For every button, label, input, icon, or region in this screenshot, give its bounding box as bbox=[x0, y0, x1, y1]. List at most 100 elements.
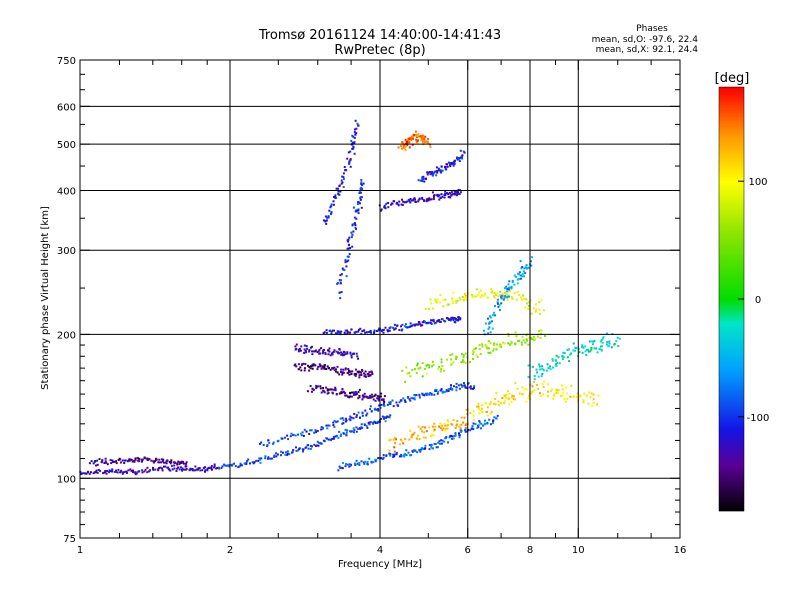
data-point bbox=[607, 345, 610, 347]
data-point bbox=[299, 349, 302, 352]
data-point bbox=[493, 296, 496, 299]
data-point bbox=[462, 150, 465, 153]
data-point bbox=[446, 419, 449, 422]
data-point bbox=[455, 358, 458, 361]
data-point bbox=[397, 146, 400, 149]
data-point bbox=[537, 375, 540, 378]
data-point bbox=[432, 307, 435, 310]
data-point bbox=[316, 351, 319, 354]
data-point bbox=[428, 198, 431, 201]
data-point bbox=[178, 463, 181, 466]
data-point bbox=[379, 406, 382, 409]
data-point bbox=[138, 457, 141, 460]
data-point bbox=[462, 354, 465, 357]
y-tick-label: 100 bbox=[57, 474, 76, 485]
data-point bbox=[547, 394, 550, 397]
data-point bbox=[358, 396, 361, 399]
data-point bbox=[157, 461, 160, 464]
data-point bbox=[519, 296, 522, 299]
data-point bbox=[541, 365, 544, 368]
data-point bbox=[342, 178, 345, 180]
data-point bbox=[452, 291, 455, 294]
data-point bbox=[492, 313, 495, 316]
data-point bbox=[320, 428, 323, 431]
data-point bbox=[484, 292, 487, 295]
data-point bbox=[420, 135, 423, 137]
data-point bbox=[474, 423, 477, 426]
data-point bbox=[385, 203, 387, 206]
data-point bbox=[329, 206, 332, 209]
data-point bbox=[393, 455, 396, 458]
colorbar-band bbox=[719, 461, 744, 464]
data-point bbox=[347, 259, 350, 262]
data-point bbox=[323, 366, 326, 369]
data-point bbox=[539, 368, 542, 371]
data-point bbox=[353, 331, 356, 334]
data-point bbox=[462, 356, 465, 359]
data-point bbox=[445, 389, 448, 392]
data-point bbox=[461, 154, 464, 157]
data-point bbox=[427, 138, 430, 140]
data-point bbox=[384, 420, 387, 423]
data-point bbox=[366, 426, 369, 429]
data-point bbox=[387, 202, 390, 204]
data-point bbox=[418, 438, 421, 441]
data-point bbox=[245, 463, 248, 466]
data-point bbox=[434, 321, 437, 324]
data-point bbox=[355, 391, 358, 394]
data-point bbox=[182, 462, 185, 465]
colorbar-band bbox=[719, 169, 744, 172]
data-point bbox=[529, 260, 532, 263]
data-point bbox=[410, 434, 413, 436]
data-point bbox=[554, 363, 557, 366]
data-point bbox=[435, 390, 438, 392]
data-point bbox=[534, 303, 537, 306]
data-point bbox=[361, 188, 364, 191]
data-point bbox=[455, 317, 457, 320]
data-point bbox=[452, 419, 455, 422]
colorbar-band bbox=[719, 267, 744, 270]
data-point bbox=[508, 286, 511, 289]
data-point bbox=[366, 461, 369, 464]
data-point bbox=[338, 348, 341, 350]
colorbar-band bbox=[719, 163, 744, 166]
colorbar-band bbox=[719, 201, 744, 204]
data-point bbox=[505, 290, 508, 293]
data-point bbox=[342, 432, 345, 435]
data-point bbox=[377, 420, 380, 423]
data-point bbox=[378, 327, 380, 330]
data-point bbox=[246, 460, 249, 463]
data-point bbox=[352, 146, 355, 149]
data-point bbox=[489, 316, 492, 319]
data-point bbox=[325, 331, 328, 334]
colorbar-band bbox=[719, 97, 744, 100]
data-point bbox=[253, 461, 256, 464]
data-point bbox=[527, 308, 530, 310]
data-point bbox=[395, 202, 398, 205]
data-point bbox=[479, 353, 482, 355]
data-point bbox=[316, 444, 318, 447]
data-point bbox=[473, 385, 476, 388]
data-point bbox=[453, 385, 455, 388]
data-point bbox=[453, 159, 456, 162]
data-point bbox=[385, 454, 388, 457]
data-point bbox=[398, 455, 401, 458]
data-point bbox=[407, 198, 410, 201]
data-point bbox=[343, 351, 346, 354]
colorbar-band bbox=[719, 375, 744, 378]
data-point bbox=[518, 277, 521, 280]
data-point bbox=[535, 368, 538, 371]
data-point bbox=[345, 431, 348, 434]
data-point bbox=[455, 389, 458, 392]
data-point bbox=[357, 411, 360, 414]
data-point bbox=[295, 446, 297, 449]
data-point bbox=[524, 272, 527, 275]
data-point bbox=[493, 342, 496, 345]
colorbar-band bbox=[719, 233, 744, 236]
data-point bbox=[439, 294, 442, 296]
data-point bbox=[340, 351, 343, 354]
data-point bbox=[406, 141, 409, 143]
data-point bbox=[530, 264, 533, 267]
data-point bbox=[204, 466, 206, 469]
y-tick-label: 300 bbox=[57, 246, 76, 257]
